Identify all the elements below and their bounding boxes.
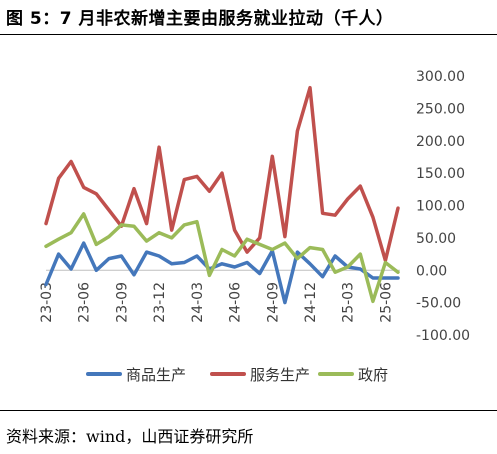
y-tick-label: 100.00 xyxy=(416,199,465,215)
x-axis: 23-03 23-06 23-09 23-12 24-03 24-06 24-09 24-12… xyxy=(39,282,394,323)
x-tick-label: 23-09 xyxy=(114,282,130,323)
x-tick-label: 23-03 xyxy=(39,282,55,323)
top-rule xyxy=(0,34,497,35)
x-tick-label: 24-06 xyxy=(228,282,244,323)
x-tick-label: 24-12 xyxy=(303,282,319,323)
y-tick-label: 250.00 xyxy=(416,101,465,117)
series-line-3 xyxy=(44,212,400,304)
source-note: 资料来源：wind，山西证券研究所 xyxy=(6,427,254,446)
y-tick-label: -100.00 xyxy=(416,328,470,344)
legend-label: 服务生产 xyxy=(250,366,310,384)
x-tick-label: 25-03 xyxy=(341,282,357,323)
figure-title: 图 5：7 月非农新增主要由服务就业拉动（千人） xyxy=(6,9,394,29)
y-tick-label: 0.00 xyxy=(416,263,447,279)
series-line-1 xyxy=(44,241,400,305)
legend-label: 政府 xyxy=(358,366,388,384)
x-tick-label: 24-09 xyxy=(265,282,281,323)
y-tick-label: 150.00 xyxy=(416,166,465,182)
y-tick-label: 200.00 xyxy=(416,134,465,150)
line-chart: 300.00 250.00 200.00 150.00 100.00 50.00 0.00 -… xyxy=(39,69,470,384)
y-tick-label: 50.00 xyxy=(416,231,456,247)
series-line-2 xyxy=(44,85,400,263)
y-tick-label: 300.00 xyxy=(416,69,465,85)
bottom-rule xyxy=(0,410,497,411)
legend-label: 商品生产 xyxy=(126,366,186,384)
y-tick-label: -50.00 xyxy=(416,296,461,312)
series-lines xyxy=(44,85,400,305)
x-tick-label: 23-06 xyxy=(77,282,93,323)
y-axis: 300.00 250.00 200.00 150.00 100.00 50.00 0.00 -… xyxy=(416,69,470,344)
x-tick-label: 24-03 xyxy=(190,282,206,323)
legend: 商品生产 服务生产 政府 xyxy=(86,366,388,384)
x-tick-label: 23-12 xyxy=(152,282,168,323)
x-tick-label: 25-06 xyxy=(378,282,394,323)
